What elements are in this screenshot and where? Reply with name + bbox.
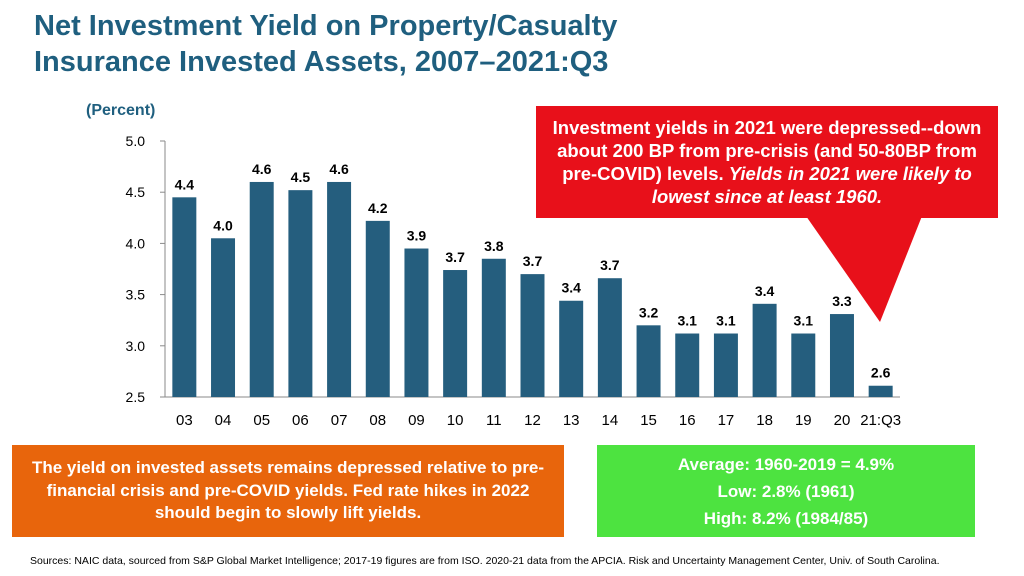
bar xyxy=(829,314,854,397)
data-label: 3.4 xyxy=(755,283,775,299)
data-label: 3.1 xyxy=(716,313,736,329)
data-label: 3.1 xyxy=(794,313,814,329)
x-tick-label: 18 xyxy=(756,412,773,429)
chart-title-line-2: Insurance Invested Assets, 2007–2021:Q3 xyxy=(34,46,609,78)
sources-footnote: Sources: NAIC data, sourced from S&P Glo… xyxy=(30,555,940,567)
x-tick-label: 16 xyxy=(679,412,696,429)
historical-stats-box: Average: 1960-2019 = 4.9% Low: 2.8% (196… xyxy=(597,445,975,537)
callout-emphasis: Yields in 2021 were likely to lowest sin… xyxy=(651,163,972,207)
bar xyxy=(520,274,545,397)
x-tick-label: 20 xyxy=(834,412,851,429)
bar xyxy=(288,190,313,397)
bar xyxy=(752,303,777,397)
bar xyxy=(327,181,352,397)
x-axis-ticks: 03 04 05 06 07 08 09 10 11 12 13 14 15 16 17 18 19 20 21:Q… xyxy=(176,412,901,429)
x-tick-label: 10 xyxy=(447,412,464,429)
bar xyxy=(443,270,468,397)
x-tick-label: 11 xyxy=(486,412,502,429)
bar xyxy=(365,220,390,397)
data-label: 3.7 xyxy=(445,249,465,265)
x-tick-label: 15 xyxy=(640,412,657,429)
data-label: 3.7 xyxy=(600,257,620,273)
bars: 4.4 4.0 4.6 4.5 4.6 4.2 3.9 3.7 3.8 3.7 3.4 3.7 3.2 3… xyxy=(172,161,893,397)
bar xyxy=(636,325,661,397)
callout-arrow-shape xyxy=(806,216,922,322)
callout-pointer xyxy=(806,216,922,322)
x-tick-label: 12 xyxy=(524,412,541,429)
bar xyxy=(481,258,506,397)
x-tick-label: 09 xyxy=(408,412,425,429)
bar xyxy=(791,333,816,397)
bar xyxy=(249,181,274,397)
bar xyxy=(597,278,622,397)
y-axis-unit-label: (Percent) xyxy=(86,102,156,119)
data-label: 4.2 xyxy=(368,200,388,216)
bar xyxy=(675,333,700,397)
data-label: 4.0 xyxy=(213,217,233,233)
data-label: 3.3 xyxy=(832,293,852,309)
y-tick-label: 4.5 xyxy=(126,184,146,200)
chart-title: Net Investment Yield on Property/Casualt… xyxy=(34,8,734,80)
historical-low: Low: 2.8% (1961) xyxy=(717,481,855,501)
x-tick-label: 17 xyxy=(718,412,735,429)
x-tick-label: 21:Q3 xyxy=(860,412,901,429)
y-tick-label: 2.5 xyxy=(126,389,146,405)
data-label: 4.4 xyxy=(175,176,195,192)
x-tick-label: 19 xyxy=(795,412,812,429)
bar xyxy=(211,238,236,397)
bar xyxy=(868,385,893,397)
y-tick-label: 4.0 xyxy=(126,235,146,251)
y-tick-label: 5.0 xyxy=(126,133,146,149)
data-label: 4.6 xyxy=(329,161,349,177)
data-label: 3.1 xyxy=(678,313,698,329)
x-tick-label: 06 xyxy=(292,412,309,429)
data-label: 4.5 xyxy=(291,169,311,185)
x-tick-label: 03 xyxy=(176,412,193,429)
y-axis: 5.0 4.5 4.0 3.5 3.0 2.5 xyxy=(126,133,900,405)
bar xyxy=(172,197,197,397)
y-tick-label: 3.0 xyxy=(126,338,146,354)
data-label: 3.8 xyxy=(484,238,504,254)
bar xyxy=(404,248,429,397)
data-label: 2.6 xyxy=(871,365,891,381)
data-label: 3.2 xyxy=(639,304,659,320)
bar-chart: 5.0 4.5 4.0 3.5 3.0 2.5 4.4 4.0 4.6 4.5 4.6 4.2 3.9… xyxy=(126,133,902,429)
x-tick-label: 08 xyxy=(369,412,386,429)
yield-summary-note: The yield on invested assets remains dep… xyxy=(12,445,564,537)
x-tick-label: 07 xyxy=(331,412,348,429)
data-label: 3.4 xyxy=(561,280,581,296)
callout-box: Investment yields in 2021 were depressed… xyxy=(536,106,998,218)
historical-high: High: 8.2% (1984/85) xyxy=(703,508,869,528)
data-label: 4.6 xyxy=(252,161,272,177)
bar xyxy=(559,300,584,397)
x-tick-label: 04 xyxy=(215,412,232,429)
x-tick-label: 05 xyxy=(253,412,270,429)
chart-title-line-1: Net Investment Yield on Property/Casualt… xyxy=(34,10,618,42)
data-label: 3.7 xyxy=(523,253,543,269)
y-tick-label: 3.5 xyxy=(126,287,146,303)
bar xyxy=(713,333,738,397)
callout-text: Investment yields in 2021 were depressed… xyxy=(552,117,982,184)
x-tick-label: 13 xyxy=(563,412,580,429)
x-tick-label: 14 xyxy=(602,412,619,429)
historical-average: Average: 1960-2019 = 4.9% xyxy=(677,454,895,474)
data-label: 3.9 xyxy=(407,228,427,244)
